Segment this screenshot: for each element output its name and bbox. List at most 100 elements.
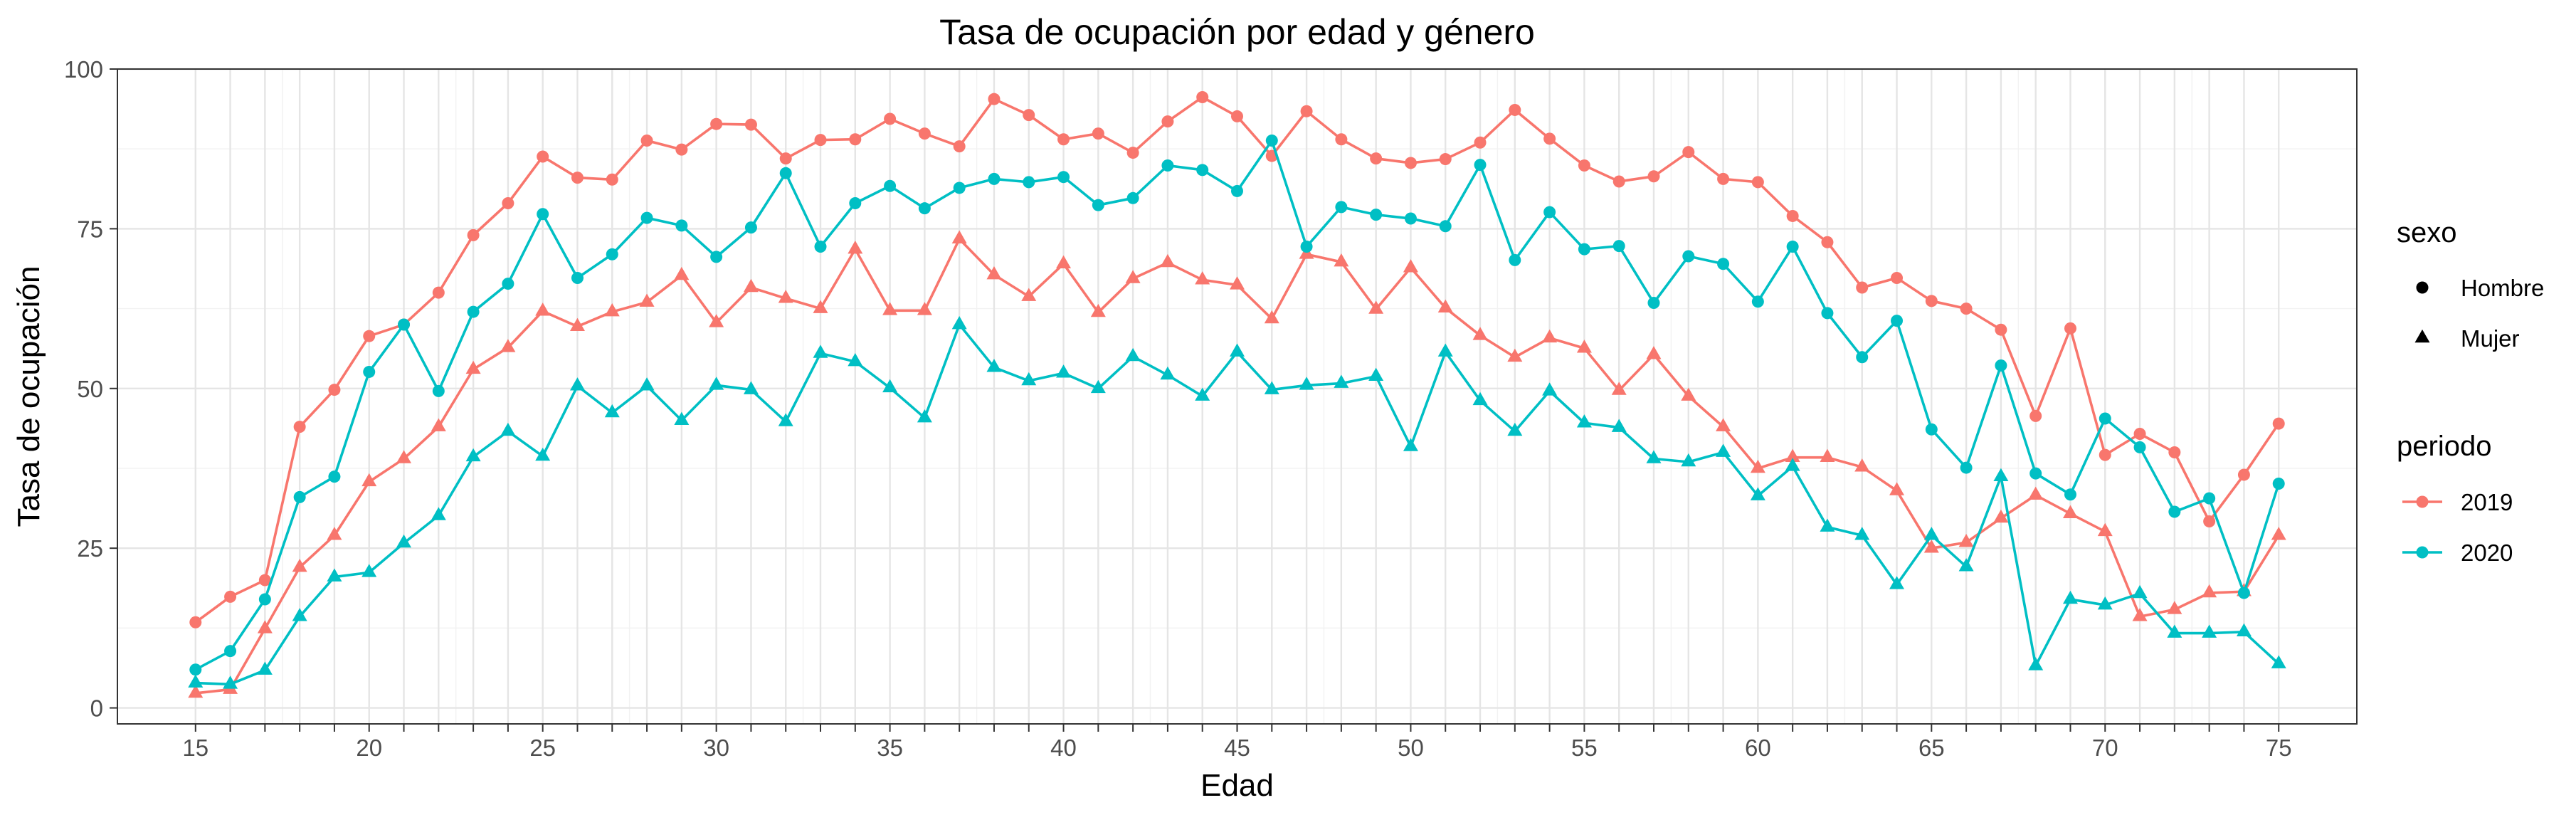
data-point <box>1160 253 1176 268</box>
data-point <box>1021 288 1037 301</box>
data-point <box>744 118 757 131</box>
data-point <box>2029 467 2042 480</box>
legend-key-circle-icon <box>2416 281 2429 294</box>
x-tick-label: 55 <box>1571 735 1598 761</box>
data-point <box>1681 387 1696 401</box>
data-point <box>778 413 793 426</box>
data-point <box>1891 272 1904 285</box>
data-point <box>1196 90 1209 103</box>
data-point <box>675 219 688 232</box>
data-point <box>640 135 653 147</box>
data-point <box>1231 184 1243 197</box>
data-point <box>1403 438 1418 451</box>
data-point <box>882 379 898 393</box>
y-tick-label: 0 <box>90 695 103 722</box>
data-point <box>2202 584 2217 598</box>
data-point <box>1368 300 1384 314</box>
data-point <box>1057 133 1070 146</box>
data-point <box>257 620 273 633</box>
legend-key-triangle-icon <box>2414 329 2430 343</box>
data-point <box>1681 453 1696 467</box>
legend-key-circle-icon <box>2416 546 2429 559</box>
data-point <box>224 645 237 658</box>
data-point <box>1056 364 1072 378</box>
data-point <box>710 251 723 263</box>
data-point <box>1717 172 1730 185</box>
data-point <box>502 196 514 209</box>
data-point <box>293 421 306 433</box>
data-point <box>1682 146 1695 159</box>
data-point <box>2132 608 2148 621</box>
data-point <box>258 593 271 606</box>
data-point <box>2099 448 2111 461</box>
data-point <box>2236 623 2252 637</box>
data-point <box>328 384 341 396</box>
data-point <box>1334 374 1349 388</box>
data-point <box>569 377 585 391</box>
data-point <box>188 684 204 698</box>
chart-title: Tasa de ocupación por edad y género <box>939 12 1535 52</box>
data-point <box>535 447 551 461</box>
data-point <box>1196 164 1209 177</box>
data-point <box>951 230 967 244</box>
data-point <box>1995 323 2007 336</box>
data-point <box>1646 450 1662 463</box>
x-tick-label: 25 <box>529 735 556 761</box>
legend-label: 2020 <box>2461 540 2513 566</box>
legend-title-sexo: sexo <box>2397 217 2457 248</box>
data-point <box>571 272 584 285</box>
legend-label: Mujer <box>2461 325 2520 352</box>
data-point <box>1543 132 1556 145</box>
data-point <box>1958 558 1974 572</box>
data-point <box>849 196 862 209</box>
data-point <box>1716 443 1731 457</box>
data-point <box>2062 505 2078 519</box>
data-point <box>1785 458 1800 471</box>
x-tick-label: 30 <box>703 735 729 761</box>
data-point <box>1439 153 1452 166</box>
data-point <box>1995 359 2007 372</box>
data-point <box>328 470 341 483</box>
data-point <box>1993 468 2009 481</box>
data-point <box>2203 492 2216 505</box>
data-point <box>1370 209 1383 221</box>
x-tick-label: 35 <box>877 735 903 761</box>
data-point <box>1925 423 1938 436</box>
data-point <box>535 303 551 316</box>
data-point <box>467 305 480 318</box>
series-hombre-2019 <box>189 90 2285 629</box>
data-point <box>779 152 792 165</box>
data-point <box>1090 303 1106 317</box>
data-point <box>2202 624 2217 638</box>
data-point <box>1437 343 1453 357</box>
data-point <box>1785 448 1800 463</box>
data-point <box>2272 417 2285 430</box>
data-point <box>1542 382 1558 396</box>
data-point <box>432 384 445 397</box>
data-point <box>951 315 967 330</box>
data-point <box>1647 297 1660 310</box>
data-point <box>2064 322 2076 335</box>
data-point <box>467 228 480 241</box>
data-point <box>1958 534 1974 547</box>
legend: sexo Hombre Mujer periodo 2019 2020 <box>2397 217 2544 566</box>
data-point <box>639 377 655 391</box>
data-point <box>1682 250 1695 263</box>
data-point <box>189 663 202 676</box>
data-point <box>1960 461 1973 474</box>
data-point <box>953 140 966 153</box>
data-point <box>1578 243 1590 256</box>
data-point <box>2167 601 2182 614</box>
data-point <box>500 339 516 352</box>
data-point <box>1161 115 1174 128</box>
data-point <box>779 167 792 179</box>
data-point <box>1265 135 1278 147</box>
y-axis-title: Tasa de ocupación <box>11 266 46 527</box>
data-point <box>2237 587 2250 599</box>
data-point <box>814 241 827 253</box>
data-point <box>1160 366 1176 380</box>
data-point <box>1230 276 1245 290</box>
data-point <box>1335 201 1348 214</box>
x-tick-label: 75 <box>2266 735 2292 761</box>
